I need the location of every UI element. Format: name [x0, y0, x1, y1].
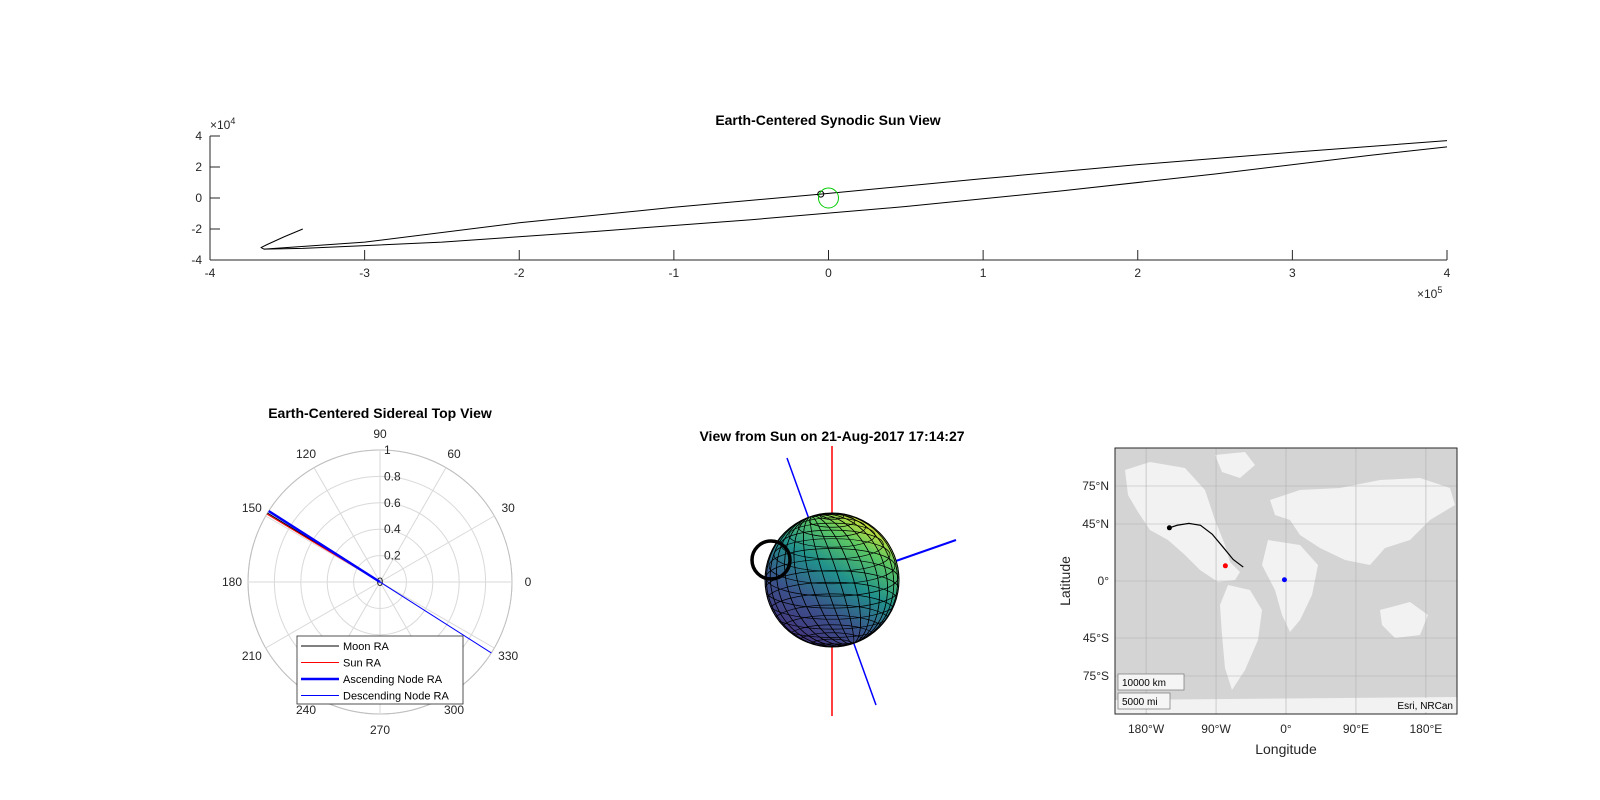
- legend-label-2: Ascending Node RA: [343, 674, 443, 686]
- map-marker-2: [1281, 577, 1287, 583]
- synodic-y-tick-label: 0: [195, 191, 202, 205]
- synodic-chart: Earth-Centered Synodic Sun View -4 -3 -2 -1…: [191, 112, 1450, 301]
- polar-theta-label: 120: [296, 447, 316, 461]
- map-lon-label: 0°: [1280, 722, 1292, 736]
- polar-r-label: 0.2: [384, 549, 401, 563]
- synodic-y-tick-label: 4: [195, 129, 202, 143]
- polar-theta-label: 150: [242, 501, 262, 515]
- map-lat-label: 75°S: [1083, 669, 1109, 683]
- map-lat-label: 75°N: [1082, 479, 1109, 493]
- map-scale-bar: 10000 km 5000 mi: [1117, 673, 1185, 710]
- polar-series-3: [379, 581, 492, 654]
- synodic-x-tick-label: 1: [980, 266, 987, 280]
- synodic-y-tick-label: -2: [191, 222, 202, 236]
- globe-parallel: [773, 538, 891, 572]
- sunview-title: View from Sun on 21-Aug-2017 17:14:27: [699, 428, 964, 444]
- polar-theta-label: 180: [222, 575, 242, 589]
- polar-legend-box: [296, 635, 464, 705]
- synodic-series-line-1: [264, 140, 1448, 250]
- synodic-x-exponent: ×105: [1417, 285, 1442, 301]
- globe-parallel: [788, 522, 876, 548]
- globe-meridian: [765, 513, 899, 647]
- legend-label-0: Moon RA: [343, 641, 390, 653]
- map-lon-label: 180°E: [1409, 722, 1442, 736]
- polar-legend: Moon RA Sun RA Ascending Node RA Descending…: [296, 635, 464, 705]
- polar-theta-label: 270: [370, 723, 390, 737]
- sidereal-polar-chart: Earth-Centered Sidereal Top View 0 30 60 90…: [222, 405, 532, 737]
- polar-spoke: [313, 467, 381, 583]
- synodic-title: Earth-Centered Synodic Sun View: [715, 112, 940, 128]
- map-lat-label: 45°S: [1083, 631, 1109, 645]
- globe-parallel: [765, 570, 899, 609]
- synodic-ticks: -4 -3 -2 -1 0 1 2 3 4 -4 -2 0 2 4 ×104 ×105: [191, 116, 1450, 301]
- polar-theta-label: 0: [525, 575, 532, 589]
- blue-node-line: [892, 539, 957, 563]
- map-attribution: Esri, NRCan: [1397, 701, 1453, 712]
- map-ground-track: [1169, 522, 1244, 568]
- synodic-x-tick-label: -4: [205, 266, 216, 280]
- synodic-x-tick-label: -1: [669, 266, 680, 280]
- map-frame: [1114, 447, 1458, 715]
- legend-label-1: Sun RA: [343, 658, 382, 670]
- synodic-y-tick-label: 2: [195, 160, 202, 174]
- sidereal-title: Earth-Centered Sidereal Top View: [268, 405, 492, 421]
- polar-theta-label: 60: [447, 447, 461, 461]
- polar-theta-label: 30: [501, 501, 515, 515]
- synodic-y-tick-label: -4: [191, 253, 202, 267]
- map-ylabel: Latitude: [1057, 556, 1073, 606]
- synodic-x-tick-label: 3: [1289, 266, 1296, 280]
- synodic-x-tick-label: -2: [514, 266, 525, 280]
- map-marker-0: [1166, 525, 1172, 531]
- polar-r-label: 0.8: [384, 469, 401, 483]
- legend-label-3: Descending Node RA: [343, 691, 449, 703]
- map-landmasses: [1115, 452, 1457, 714]
- scale-mi: 5000 mi: [1122, 697, 1158, 708]
- polar-spoke: [379, 515, 495, 583]
- polar-theta-label: 240: [296, 703, 316, 717]
- map-marker-1: [1222, 563, 1228, 569]
- polar-series-2: [268, 510, 381, 584]
- synodic-series-line-0: [260, 146, 1448, 250]
- sun-view-chart: View from Sun on 21-Aug-2017 17:14:27: [699, 428, 965, 716]
- map-lon-label: 180°W: [1128, 722, 1165, 736]
- map-graticule: 180°W 90°W 0° 90°E 180°E 75°N 45°N 0° 45°S 75°S: [1082, 448, 1457, 736]
- polar-spoke: [379, 467, 447, 583]
- polar-r-label: 0.6: [384, 496, 401, 510]
- synodic-x-tick-label: -3: [359, 266, 370, 280]
- globe-parallel: [798, 517, 866, 537]
- polar-theta-label: 90: [373, 427, 387, 441]
- globe-parallel: [768, 548, 896, 585]
- synodic-marker-1: [818, 187, 839, 209]
- map-lon-label: 90°E: [1343, 722, 1369, 736]
- synodic-x-tick-label: 4: [1444, 266, 1451, 280]
- synodic-x-tick-label: 0: [825, 266, 832, 280]
- map-lat-label: 0°: [1098, 574, 1110, 588]
- scale-km: 10000 km: [1122, 678, 1166, 689]
- map-track: [1166, 522, 1287, 583]
- map-xlabel: Longitude: [1255, 741, 1317, 757]
- polar-spoke: [379, 581, 495, 649]
- polar-grid: 0 30 60 90 120 150 180 210 240 270 300 330 0.2 0.4 0.6…: [222, 427, 532, 737]
- ground-track-map: 180°W 90°W 0° 90°E 180°E 75°N 45°N 0° 45°S 75°S 1…: [1057, 447, 1458, 757]
- map-lon-label: 90°W: [1201, 722, 1231, 736]
- synodic-lines: [260, 140, 1448, 250]
- polar-lines: [266, 510, 492, 654]
- synodic-y-exponent: ×104: [210, 116, 235, 132]
- polar-theta-label: 330: [498, 649, 518, 663]
- polar-theta-label: 210: [242, 649, 262, 663]
- polar-spoke: [265, 581, 381, 649]
- polar-r-label: 0.4: [384, 522, 401, 536]
- synodic-x-tick-label: 2: [1134, 266, 1141, 280]
- polar-r-label: 1: [384, 443, 391, 457]
- map-lat-label: 45°N: [1082, 517, 1109, 531]
- polar-theta-label: 300: [444, 703, 464, 717]
- attribution-box: [1389, 698, 1455, 712]
- moon-orbit-ring: [750, 539, 792, 581]
